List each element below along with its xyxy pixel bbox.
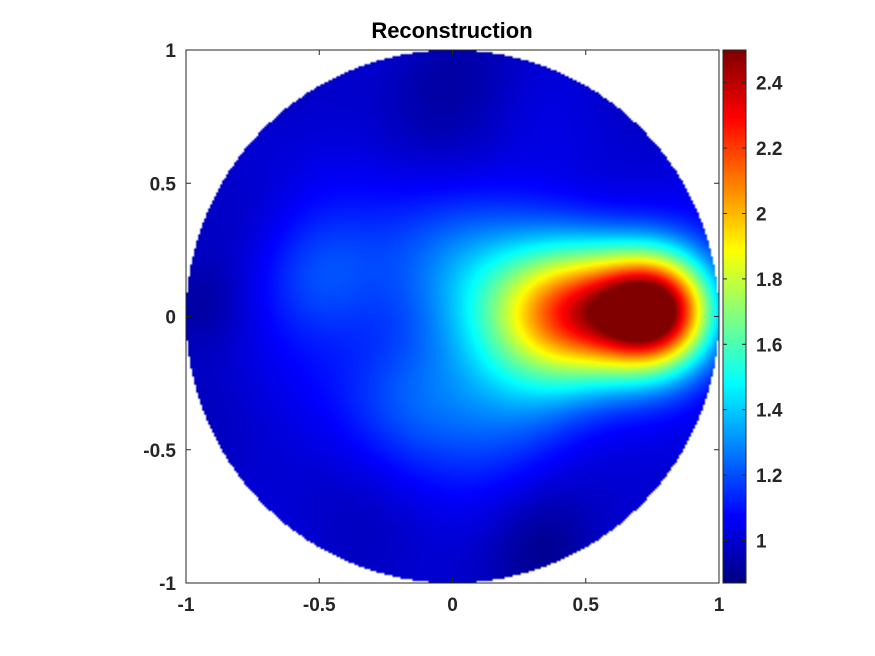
x-tick-label: 0.5 — [573, 595, 600, 616]
colorbar-tick-label: 1.8 — [756, 270, 782, 291]
colorbar-tick-label: 1 — [756, 531, 767, 552]
colorbar-tick-label: 1.4 — [756, 401, 783, 422]
y-tick-label: -0.5 — [143, 441, 176, 462]
y-tick-label: 0.5 — [150, 174, 177, 195]
colorbar-tick-label: 2 — [756, 204, 767, 225]
chart-title: Reconstruction — [371, 18, 532, 43]
colorbar-tick-label: 1.2 — [756, 466, 782, 487]
x-tick-label: -1 — [178, 595, 195, 616]
x-axis: -1 -0.5 0 0.5 1 — [178, 50, 725, 616]
colorbar-gradient — [723, 50, 746, 583]
x-tick-label: 0 — [447, 595, 458, 616]
x-tick-label: -0.5 — [303, 595, 336, 616]
heatmap-image — [186, 50, 719, 583]
colorbar-tick-label: 2.4 — [756, 74, 783, 95]
colorbar-box — [722, 49, 747, 584]
y-tick-label: 1 — [165, 41, 176, 62]
x-tick-label: 1 — [714, 595, 725, 616]
colorbar-tick-label: 2.2 — [756, 139, 782, 160]
colorbar-tick-label: 1.6 — [756, 335, 782, 356]
y-tick-label: -1 — [159, 574, 176, 595]
y-tick-label: 0 — [165, 308, 176, 329]
y-axis: 1 0.5 0 -0.5 -1 — [143, 41, 719, 595]
colorbar-axis: 2.4 2.2 2 1.8 1.6 1.4 1.2 1 — [723, 74, 783, 552]
